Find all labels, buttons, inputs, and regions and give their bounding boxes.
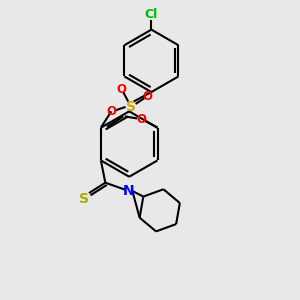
Text: O: O (117, 82, 127, 96)
Text: Cl: Cl (145, 8, 158, 21)
Text: S: S (79, 192, 88, 206)
Text: O: O (106, 105, 116, 118)
Text: S: S (126, 100, 136, 114)
Text: O: O (136, 113, 146, 126)
Text: O: O (142, 90, 152, 103)
Text: N: N (123, 184, 134, 198)
